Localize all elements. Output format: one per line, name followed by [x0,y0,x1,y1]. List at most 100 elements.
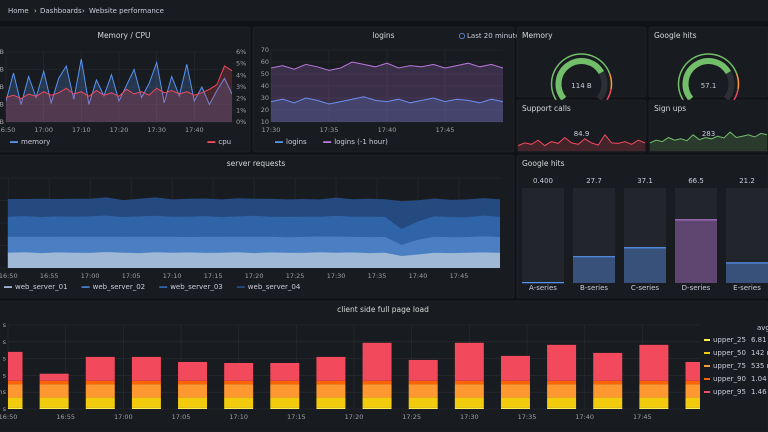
bar-segment [547,380,577,385]
panel-title: server requests [227,159,286,168]
bar-segment [593,352,623,381]
gauge-threshold [608,73,613,90]
bar-segment [316,397,346,408]
bar-segment [131,384,161,398]
category-label: B-series [580,284,608,292]
x-tick-label: 17:45 [436,126,455,134]
bar-segment [454,342,484,381]
category-label: A-series [529,284,557,292]
x-tick-label: 16:55 [40,272,59,280]
series-line [271,96,503,105]
plot-area [8,342,700,409]
bar-segment [547,344,577,381]
legend-label: upper_50 [713,349,746,357]
panel-title: client side full page load [337,305,429,314]
y-tick-label: 1 s [0,371,7,379]
bar-segment [131,380,161,385]
gauge-threshold [677,53,738,104]
legend-marker [704,352,710,354]
legend-value: 6.81 m [751,336,768,344]
legend-marker [704,339,710,341]
bar-segment [8,384,23,398]
bar-segment [85,397,115,408]
legend-label: upper_25 [713,336,746,344]
y2-tick-label: 0% [236,118,246,126]
y-tick-label: 50 [261,70,269,78]
bar-segment [685,407,700,409]
legend-value: 142 m [751,349,768,357]
bar-segment [224,407,254,409]
bar-segment [178,380,208,385]
y-tick-label: 500 ms [0,388,7,396]
bar-segment [178,407,208,409]
legend-marker [236,286,245,288]
area-fill [6,59,232,122]
bar-segment [85,380,115,385]
bar-segment [131,397,161,408]
bar-segment [178,397,208,408]
bar-segment [270,407,300,409]
x-tick-label: 17:30 [262,126,281,134]
legend-marker [159,286,168,288]
bar-segment [8,407,23,409]
bar-segment [8,397,23,408]
x-tick-label: 17:05 [122,272,141,280]
panel-title: logins [372,31,394,40]
top-bar [0,0,768,21]
legend-label: web_server_04 [248,283,301,291]
bar-value: 27.7 [586,177,602,185]
x-tick-label: 17:15 [287,413,306,421]
legend-marker [81,286,90,288]
bar-background [675,188,717,283]
series-line [6,58,232,106]
x-tick-label: 17:45 [633,413,652,421]
bar-segment [85,407,115,409]
bar-segment [639,344,669,381]
panel [516,99,647,153]
bar-segment [639,407,669,409]
category-label: D-series [682,284,711,292]
bar-segment [639,384,669,398]
y-tick-label: 60 [261,58,269,66]
gauge-threshold [735,73,740,90]
bar-segment [500,355,530,381]
bar-segment [454,397,484,408]
breadcrumb-home[interactable]: Home [8,7,29,15]
y2-tick-label: 4% [236,71,246,79]
bar-segment [593,380,623,385]
gauge-value: 114 B [571,82,592,90]
bar-segment [362,397,392,408]
bar-value: 21.2 [739,177,755,185]
bar-segment [362,407,392,409]
legend-marker [10,141,18,143]
bar-segment [408,359,438,381]
bar-segment [316,384,346,398]
bar-segment [316,407,346,409]
breadcrumb-dashboards[interactable]: Dashboards [40,7,82,15]
bar-segment [500,407,530,409]
bar-segment [316,356,346,381]
bar-segment [639,380,669,385]
legend-marker [323,141,332,143]
x-tick-label: 17:40 [575,413,594,421]
bar-background [573,188,615,283]
plot-area [7,197,500,268]
y2-tick-label: 2% [236,95,246,103]
bar-segment [500,397,530,408]
bar-segment [408,380,438,385]
y-tick-label: 70 [261,46,269,54]
x-tick-label: 16:55 [56,413,75,421]
bar-segment [454,407,484,409]
panel-title: Google hits [522,159,565,168]
x-tick-label: 17:45 [450,272,469,280]
legend-value: 535 m [751,362,768,370]
bar-segment [547,384,577,398]
sparkline [517,133,646,147]
bar-segment [8,351,23,381]
bar-segment [39,407,69,409]
legend-label: memory [21,138,50,146]
legend-value: 1.04 [751,375,767,383]
bar-segment [408,407,438,409]
legend-label: web_server_02 [93,283,146,291]
bar-segment [85,384,115,398]
